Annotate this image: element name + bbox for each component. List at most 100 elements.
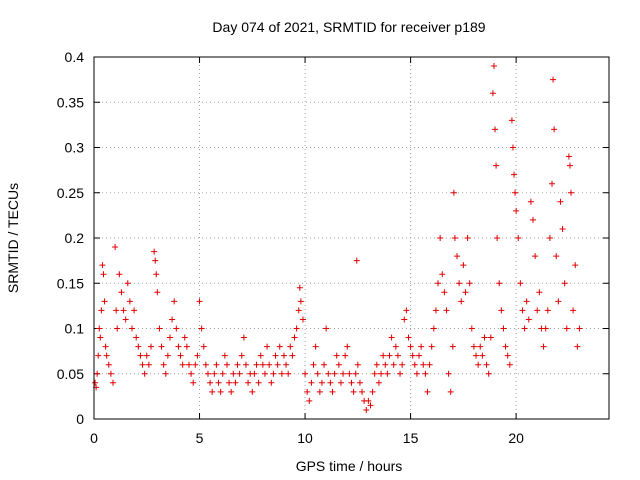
- data-point: [92, 379, 99, 386]
- data-point: [192, 361, 199, 368]
- data-point: [363, 406, 370, 413]
- data-point: [479, 352, 486, 359]
- data-point: [489, 90, 496, 97]
- data-point: [432, 307, 439, 314]
- data-point: [308, 379, 315, 386]
- data-point: [494, 235, 501, 241]
- data-point: [356, 379, 363, 386]
- data-point: [169, 316, 176, 323]
- data-point: [354, 361, 361, 368]
- data-point: [509, 144, 516, 151]
- data-point: [109, 379, 116, 386]
- data-point: [399, 361, 406, 368]
- data-point: [213, 361, 220, 368]
- data-point: [527, 198, 534, 205]
- data-point: [238, 352, 245, 359]
- data-point: [102, 343, 109, 350]
- data-point: [348, 379, 355, 386]
- data-point: [449, 343, 456, 350]
- data-point: [384, 370, 391, 377]
- data-point: [492, 126, 499, 133]
- data-point: [502, 343, 509, 350]
- data-point: [276, 343, 283, 350]
- data-point: [151, 248, 158, 255]
- data-point: [112, 244, 119, 251]
- data-point: [94, 370, 101, 377]
- data-point: [164, 352, 171, 359]
- data-point: [428, 343, 435, 350]
- data-point: [470, 343, 477, 350]
- data-point: [143, 352, 150, 359]
- data-point: [437, 235, 444, 241]
- data-point: [568, 189, 575, 196]
- data-point: [312, 343, 319, 350]
- data-point: [153, 271, 160, 278]
- data-point: [549, 180, 556, 187]
- data-point: [154, 289, 161, 296]
- data-point: [103, 352, 110, 359]
- x-axis-label: GPS time / hours: [296, 458, 403, 474]
- data-point: [297, 298, 304, 305]
- data-point: [240, 334, 247, 341]
- data-point: [561, 280, 568, 287]
- data-point: [346, 370, 353, 377]
- data-point: [135, 343, 142, 350]
- data-point: [340, 370, 347, 377]
- data-point: [304, 388, 311, 395]
- data-point: [160, 361, 167, 368]
- data-point: [124, 280, 131, 287]
- data-point: [454, 253, 461, 260]
- data-point: [544, 307, 551, 314]
- data-point: [116, 271, 123, 278]
- x-tick-label: 0: [90, 430, 98, 446]
- data-point: [504, 352, 511, 359]
- data-point: [500, 325, 507, 332]
- data-point: [331, 370, 338, 377]
- y-tick-label: 0.2: [65, 230, 85, 246]
- data-point: [390, 361, 397, 368]
- data-point: [196, 298, 203, 305]
- data-point: [177, 352, 184, 359]
- data-point: [105, 361, 112, 368]
- data-point: [95, 352, 102, 359]
- data-point: [128, 325, 135, 332]
- data-point: [204, 370, 211, 377]
- data-point: [490, 63, 497, 70]
- data-point: [546, 235, 553, 241]
- data-point: [211, 370, 218, 377]
- data-point: [534, 307, 541, 314]
- data-point: [158, 343, 165, 350]
- data-point: [542, 325, 549, 332]
- y-tick-label: 0.4: [65, 49, 85, 65]
- data-point: [306, 397, 313, 404]
- data-point: [365, 397, 372, 404]
- data-point: [559, 225, 566, 232]
- y-tick-label: 0.25: [57, 185, 84, 201]
- data-point: [576, 325, 583, 332]
- data-point: [570, 307, 577, 314]
- data-point: [555, 298, 562, 305]
- data-point: [302, 370, 309, 377]
- data-point: [131, 307, 138, 314]
- data-point: [487, 334, 494, 341]
- y-tick-label: 0.35: [57, 94, 84, 110]
- data-point: [316, 388, 323, 395]
- data-point: [257, 352, 264, 359]
- data-point: [450, 189, 457, 196]
- data-point: [426, 361, 433, 368]
- data-point: [171, 298, 178, 305]
- data-point: [409, 352, 416, 359]
- data-point: [572, 262, 579, 269]
- data-point: [236, 370, 243, 377]
- data-point: [451, 235, 458, 241]
- data-point: [333, 352, 340, 359]
- data-point: [266, 361, 273, 368]
- data-point: [181, 334, 188, 341]
- data-point: [141, 370, 148, 377]
- data-point: [477, 343, 484, 350]
- plot-frame: [93, 56, 610, 420]
- y-axis-label: SRMTID / TECUs: [5, 183, 21, 293]
- data-point: [411, 361, 418, 368]
- data-point: [439, 271, 446, 278]
- data-point: [113, 307, 120, 314]
